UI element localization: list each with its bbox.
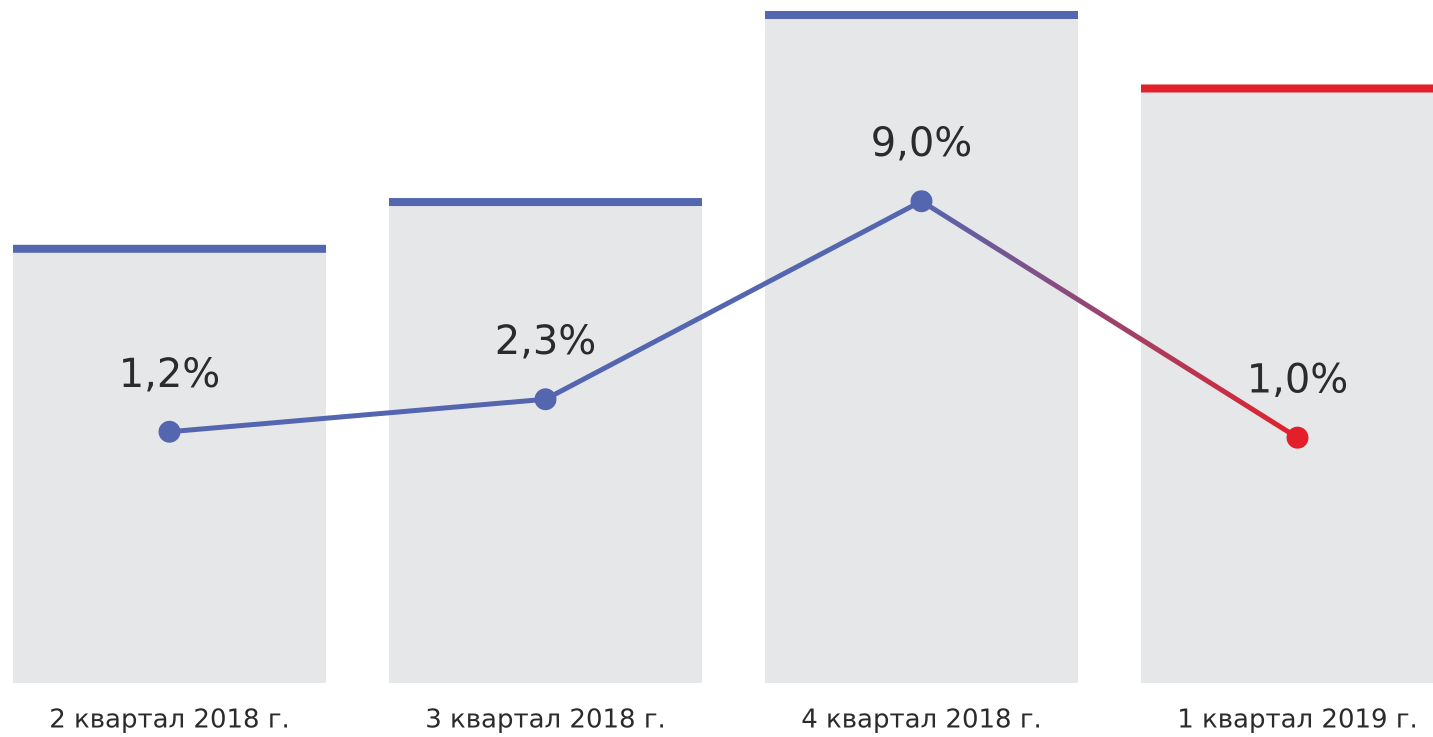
line-point [1286,426,1309,449]
data-label: 1,0% [1247,357,1349,403]
x-tick-label: 4 квартал 2018 г. [801,705,1042,735]
bar-top [13,244,326,253]
line-segment [167,396,548,435]
bar [765,15,1078,683]
line-segment [543,198,924,402]
bar-top [389,198,702,207]
x-tick-label: 2 квартал 2018 г. [49,705,290,735]
data-label: 2,3% [495,318,597,364]
bar [389,202,702,684]
bar [13,248,326,684]
data-label: 9,0% [871,120,973,166]
line-point [158,420,181,443]
bar-top [765,11,1078,19]
x-tick-label: 1 квартал 2019 г. [1177,705,1418,735]
bar [1141,88,1433,684]
bar-top [1141,84,1433,93]
line-point [910,190,933,213]
x-tick-label: 3 квартал 2018 г. [425,705,666,735]
data-label: 1,2% [119,351,221,397]
line-point [534,388,557,411]
line-segment [919,198,1300,441]
